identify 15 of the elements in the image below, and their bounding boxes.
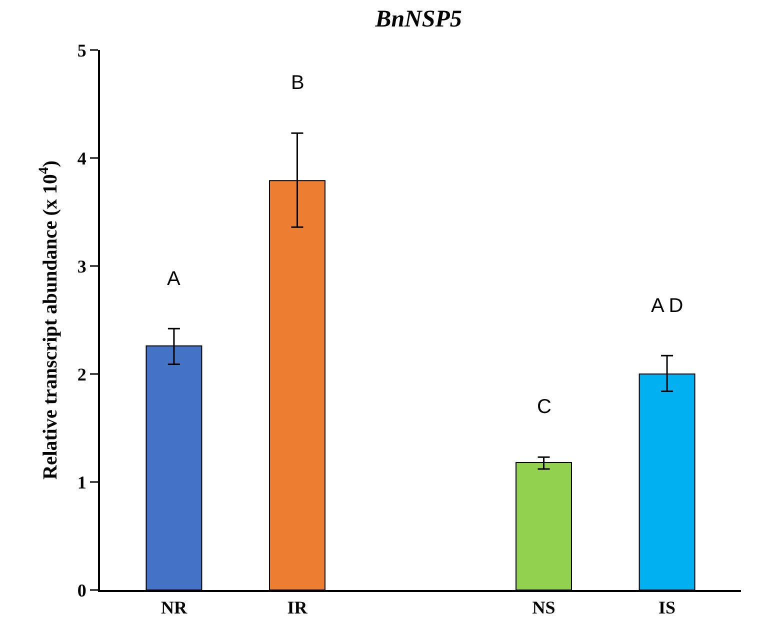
- y-tick-label: 2: [77, 364, 86, 384]
- annotation: A D: [651, 295, 684, 317]
- x-tick-label: IS: [658, 598, 676, 618]
- y-tick-label: 5: [77, 40, 86, 60]
- x-tick-label: NS: [532, 598, 556, 618]
- annotation: B: [291, 72, 304, 94]
- annotation: A: [167, 268, 181, 290]
- chart-title: BnNSP5: [374, 6, 462, 32]
- x-tick-label: IR: [287, 598, 308, 618]
- x-tick-label: NR: [160, 598, 188, 618]
- y-tick-label: 3: [77, 256, 86, 276]
- y-tick-label: 0: [77, 580, 86, 600]
- annotation: C: [537, 396, 552, 418]
- y-tick-label: 1: [77, 472, 86, 492]
- y-tick-label: 4: [77, 148, 86, 168]
